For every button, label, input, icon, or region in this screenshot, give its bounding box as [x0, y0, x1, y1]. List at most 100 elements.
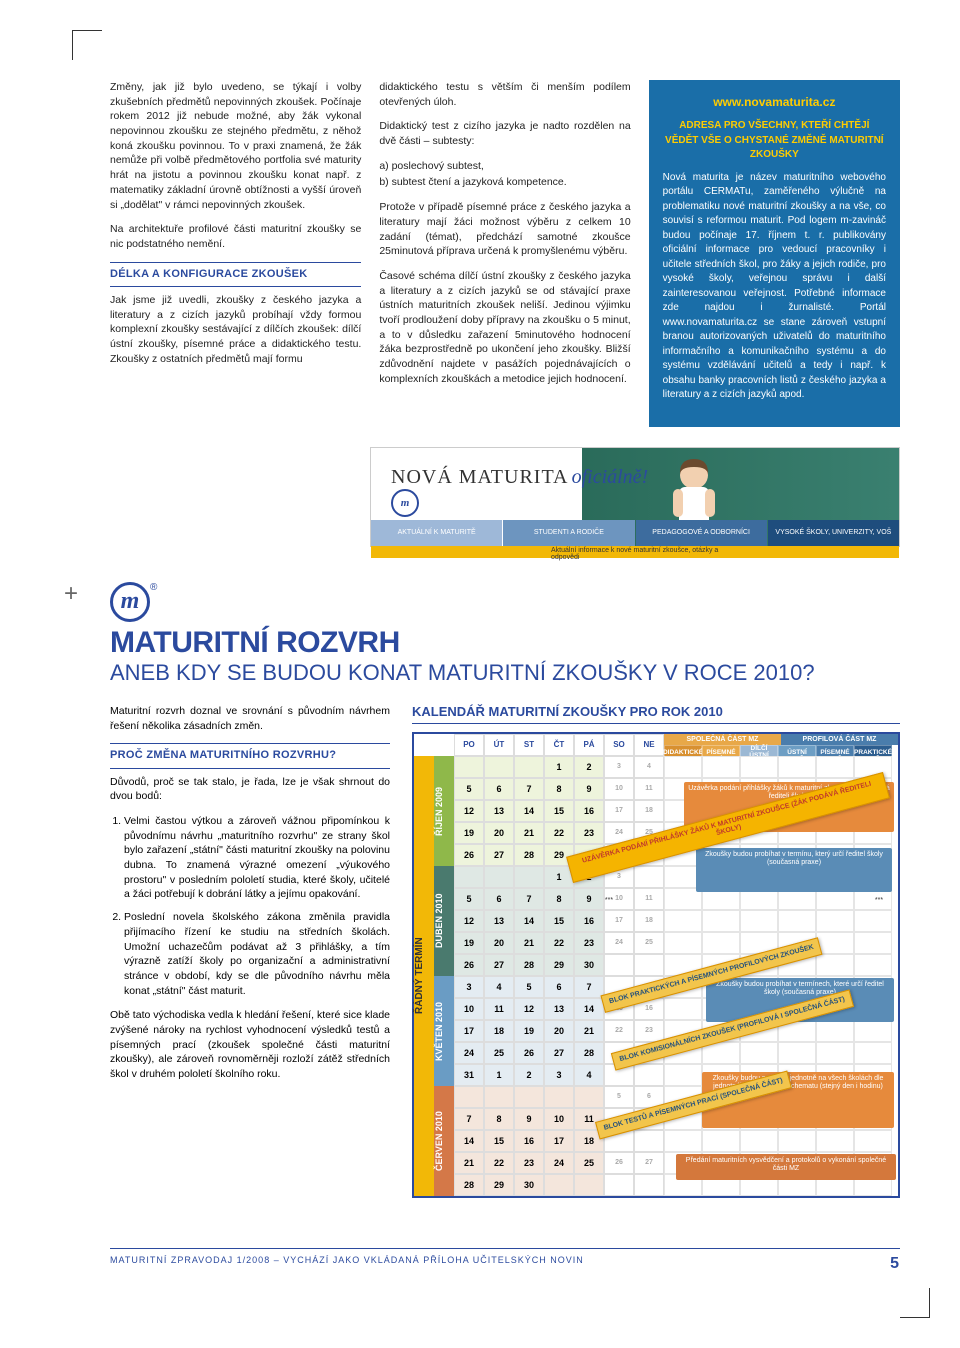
paragraph: Obě tato východiska vedla k hledání řeše… [110, 1008, 390, 1081]
paragraph: didaktického testu s větším či menším po… [379, 80, 630, 109]
calendar-cell [604, 954, 634, 976]
crop-mark [72, 30, 102, 60]
calendar-cell [634, 1174, 664, 1196]
calendar-cell: 22 [544, 822, 574, 844]
website-banner: NOVÁ MATURITA oficiálně! m AKTUÁLNÍ K MA… [370, 447, 900, 547]
calendar-cell: 26 [454, 844, 484, 866]
schedule-cell [664, 1130, 702, 1152]
info-box: www.novamaturita.cz ADRESA PRO VŠECHNY, … [649, 80, 900, 427]
list-item: Poslední novela školského zákona změnila… [124, 910, 390, 998]
calendar-cell: 3 [544, 1064, 574, 1086]
calendar-cell: 15 [484, 1130, 514, 1152]
calendar-cell: 21 [574, 1020, 604, 1042]
calendar-cell: 21 [514, 932, 544, 954]
calendar-cell: 17 [544, 1130, 574, 1152]
calendar-cell [484, 756, 514, 778]
calendar-cell: 27 [484, 954, 514, 976]
col2: didaktického testu s větším či menším po… [379, 80, 630, 427]
list-item: b) subtest čtení a jazyková kompetence. [379, 175, 630, 190]
calendar-cell: 18 [634, 910, 664, 932]
calendar-cell: 9 [574, 778, 604, 800]
calendar-cell [634, 1130, 664, 1152]
schedule-cell [664, 932, 702, 954]
segment-header: PROFILOVÁ ČÁST MZ [781, 734, 898, 745]
overlay-note: Zkoušky budou probíhat v termínu, který … [696, 848, 892, 892]
calendar-cell: 23 [634, 1020, 664, 1042]
calendar-cell: 6 [484, 888, 514, 910]
calendar-cell: 30 [574, 954, 604, 976]
calendar-cell [454, 1086, 484, 1108]
calendar-cell: 1 [484, 1064, 514, 1086]
calendar-cell: 14 [514, 800, 544, 822]
calendar-cell: 19 [454, 822, 484, 844]
overlay-note: Předání maturitních vysvědčení a protoko… [676, 1154, 896, 1180]
calendar-cell: 14 [454, 1130, 484, 1152]
calendar-cell [634, 866, 664, 888]
calendar-cell: 24 [604, 932, 634, 954]
schedule-cell [664, 910, 702, 932]
schedule-cell [854, 1130, 892, 1152]
schedule-cell [702, 756, 740, 778]
calendar-cell: 16 [574, 910, 604, 932]
calendar-cell: 7 [454, 1108, 484, 1130]
side-label: ŘÁDNÝ TERMÍN [414, 756, 434, 1196]
schedule-cell [854, 954, 892, 976]
calendar-cell: 23 [574, 822, 604, 844]
calendar-cell: 9 [514, 1108, 544, 1130]
schedule-cell [816, 954, 854, 976]
article-subtitle: ANEB KDY SE BUDOU KONAT MATURITNÍ ZKOUŠK… [110, 660, 900, 686]
calendar-cell [634, 1064, 664, 1086]
calendar-cell: 5 [454, 778, 484, 800]
day-header: ČT [544, 734, 574, 756]
calendar-cell: 10 [604, 778, 634, 800]
calendar-cell [574, 1086, 604, 1108]
calendar-cell: 29 [484, 1174, 514, 1196]
schedule-cell [778, 756, 816, 778]
calendar-cell: 12 [454, 800, 484, 822]
calendar-cell: 18 [484, 1020, 514, 1042]
calendar-cell: 22 [484, 1152, 514, 1174]
overlay-note: *** [594, 894, 624, 908]
schedule-cell [816, 910, 854, 932]
list-item: Velmi častou výtkou a zároveň vážnou při… [124, 814, 390, 902]
calendar-cell: 15 [544, 910, 574, 932]
schedule-cell [740, 1130, 778, 1152]
day-header: ST [514, 734, 544, 756]
banner-tab: PEDAGOGOVÉ A ODBORNÍCI [636, 520, 767, 546]
calendar-cell: 28 [574, 1042, 604, 1064]
calendar-cell: 11 [634, 888, 664, 910]
calendar-cell [484, 866, 514, 888]
paragraph: Důvodů, proč se tak stalo, je řada, lze … [110, 775, 390, 804]
m-logo-icon: m [110, 582, 150, 622]
calendar-cell [604, 1174, 634, 1196]
calendar-cell: 23 [514, 1152, 544, 1174]
calendar-cell: 17 [604, 910, 634, 932]
article-title: MATURITNÍ ROZVRH [110, 626, 900, 660]
schedule-cell [816, 756, 854, 778]
calendar-table: POÚTSTČTPÁSONESPOLEČNÁ ČÁST MZPROFILOVÁ … [412, 732, 900, 1198]
day-header: SO [604, 734, 634, 756]
day-header: PÁ [574, 734, 604, 756]
month-label: DUBEN 2010 [434, 866, 454, 976]
month-label: KVĚTEN 2010 [434, 976, 454, 1086]
col1: Změny, jak již bylo uvedeno, se týkají i… [110, 80, 361, 427]
banner-subbar: Aktuální informace k nové maturitní zkou… [371, 546, 899, 558]
calendar-cell: 11 [484, 998, 514, 1020]
calendar-cell: 24 [454, 1042, 484, 1064]
calendar-cell: 25 [574, 1152, 604, 1174]
calendar-title: KALENDÁŘ MATURITNÍ ZKOUŠKY PRO ROK 2010 [412, 704, 900, 724]
schedule-cell [702, 1130, 740, 1152]
calendar-cell: 3 [604, 756, 634, 778]
banner-script: oficiálně! [572, 466, 649, 488]
calendar-cell [484, 1086, 514, 1108]
calendar-cell: 27 [634, 1152, 664, 1174]
schedule-cell [854, 932, 892, 954]
intro: Maturitní rozvrh doznal ve srovnání s pů… [110, 704, 390, 733]
calendar-cell: 18 [634, 800, 664, 822]
calendar-cell: 24 [544, 1152, 574, 1174]
box-body: Nová maturita je název maturitního webov… [663, 171, 886, 403]
banner-tabs: AKTUÁLNÍ K MATURITĚSTUDENTI A RODIČEPEDA… [371, 520, 899, 546]
calendar-cell: 31 [454, 1064, 484, 1086]
calendar-cell: 2 [514, 1064, 544, 1086]
calendar-cell: 6 [544, 976, 574, 998]
